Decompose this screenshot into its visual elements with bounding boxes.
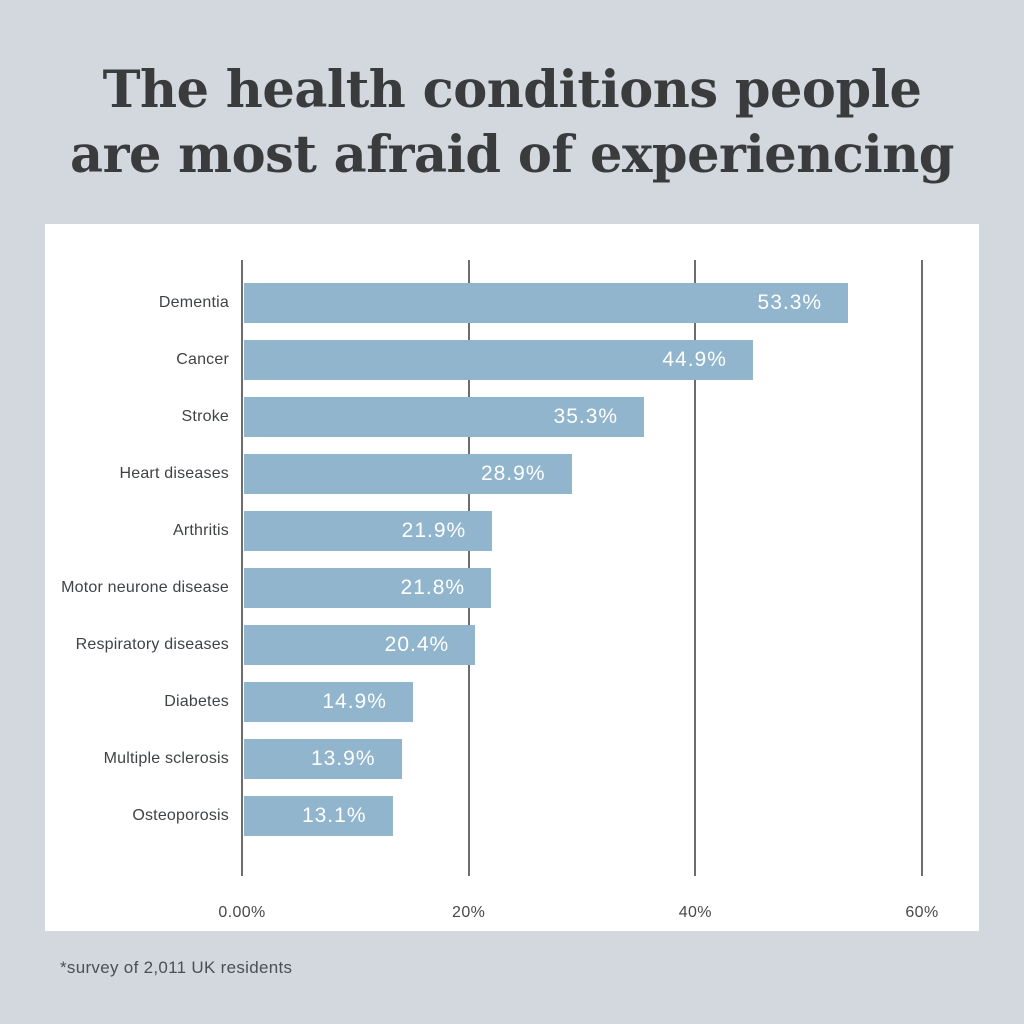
x-axis-tick-label: 0.00% [218, 904, 266, 921]
category-label: Heart diseases [119, 465, 229, 482]
category-label: Multiple sclerosis [103, 750, 229, 767]
bar: 20.4% [244, 625, 476, 665]
bar-value-label: 13.9% [310, 747, 376, 770]
bar-value-label: 20.4% [384, 633, 450, 656]
category-label: Dementia [158, 294, 229, 311]
bar-value-label: 28.9% [480, 462, 546, 485]
gridline [694, 260, 697, 876]
footnote: *survey of 2,011 UK residents [60, 958, 293, 977]
category-label: Stroke [181, 408, 229, 425]
bar-row: Diabetes 14.9% [45, 682, 979, 722]
chart-title: The health conditions people are most af… [70, 60, 954, 186]
bar-row: Respiratory diseases 20.4% [45, 625, 979, 665]
bar-value-label: 13.1% [301, 804, 367, 827]
bar-row: Heart diseases 28.9% [45, 454, 979, 494]
bar-row: Dementia 53.3% [45, 283, 979, 323]
bar: 21.9% [244, 511, 493, 551]
chart-panel: Dementia 53.3% Cancer 44.9% Stroke 35.3% Heart… [45, 224, 979, 931]
bar-value-label: 14.9% [322, 690, 387, 713]
bar: 21.8% [244, 568, 492, 608]
bar-value-label: 21.8% [400, 576, 466, 599]
bar-value-label: 35.3% [553, 405, 619, 428]
category-label: Respiratory diseases [75, 636, 229, 653]
category-label: Osteoporosis [132, 807, 229, 824]
x-axis-tick-label: 60% [905, 904, 939, 921]
bar: 35.3% [244, 397, 645, 437]
bar-row: Multiple sclerosis 13.9% [45, 739, 979, 779]
bar-value-label: 21.9% [401, 519, 467, 542]
bar: 53.3% [244, 283, 849, 323]
bar-row: Arthritis 21.9% [45, 511, 979, 551]
category-label: Arthritis [172, 522, 229, 539]
bar: 13.9% [244, 739, 402, 779]
bar-row: Stroke 35.3% [45, 397, 979, 437]
bar: 44.9% [244, 340, 753, 380]
x-axis-tick-label: 40% [678, 904, 712, 921]
bar: 28.9% [244, 454, 572, 494]
bar: 13.1% [244, 796, 393, 836]
category-label: Cancer [176, 351, 229, 368]
bar: 14.9% [244, 682, 413, 722]
x-axis: 0.00% 20% 40% 60% [218, 904, 938, 924]
bar-row: Cancer 44.9% [45, 340, 979, 380]
gridline [921, 260, 923, 876]
x-axis-tick-label: 20% [452, 904, 486, 921]
bar-value-label: 44.9% [662, 348, 727, 371]
category-label: Motor neurone disease [61, 579, 229, 596]
category-label: Diabetes [164, 693, 229, 710]
bar-value-label: 53.3% [757, 291, 823, 314]
gridline [241, 260, 243, 876]
bar-row: Osteoporosis 13.1% [45, 796, 979, 836]
bar-row: Motor neurone disease 21.8% [45, 568, 979, 608]
